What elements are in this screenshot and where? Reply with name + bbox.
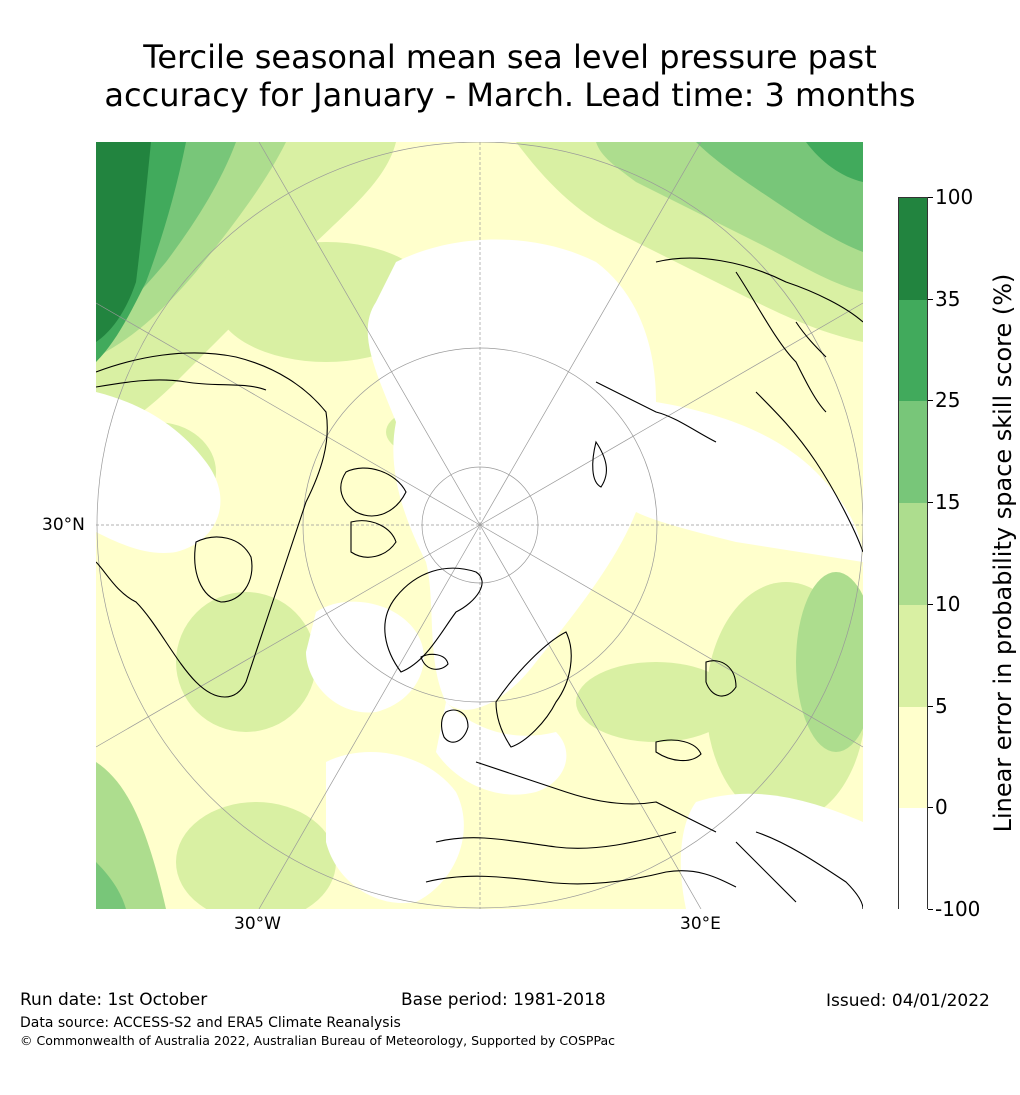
coast-north-america <box>96 352 328 698</box>
colorbar-tick-label: 10 <box>935 591 961 616</box>
no-skill-region-west <box>96 392 221 553</box>
graticule-meridian-120w <box>96 302 481 526</box>
coastlines <box>96 257 863 909</box>
skill-blob-6 <box>176 592 316 732</box>
run-date: Run date: 1st October <box>20 990 208 1010</box>
colorbar-bin <box>899 198 927 301</box>
colorbar-bin <box>899 604 927 708</box>
title-line-2: accuracy for January - March. Lead time:… <box>104 76 916 114</box>
no-skill-region-atlantic <box>306 601 424 713</box>
colorbar <box>898 197 928 911</box>
coast-north-africa <box>425 870 737 888</box>
graticule-meridian-30e <box>479 524 702 909</box>
skill-blob-5 <box>576 662 736 742</box>
coast-baffin <box>350 520 397 558</box>
base-period: Base period: 1981-2018 <box>401 990 606 1010</box>
colorbar-tick-mark <box>928 909 933 910</box>
colorbar-tick-label: 25 <box>935 388 961 413</box>
colorbar-bin <box>899 706 927 809</box>
skill-region-pacific-top <box>96 142 151 342</box>
colorbar-bin <box>899 503 927 606</box>
graticule-meridian-30w <box>258 524 481 909</box>
coast-greenland <box>384 567 483 673</box>
no-skill-region-europe <box>436 702 567 795</box>
colorbar-tick-mark <box>928 807 933 809</box>
colorbar-bin <box>899 299 927 402</box>
coast-japan <box>795 321 827 358</box>
skill-region-southwest <box>96 762 166 909</box>
coast-arabia <box>755 831 863 909</box>
colorbar-tick-label: 0 <box>935 795 948 820</box>
coast-scandinavia <box>495 631 572 748</box>
coast-mediterranean <box>435 831 677 849</box>
coast-red-sea <box>735 841 797 903</box>
skill-region-northeast-high <box>696 142 863 252</box>
colorbar-tick-mark <box>928 705 933 707</box>
colorbar-tick-label: 15 <box>935 490 961 515</box>
title-line-1: Tercile seasonal mean sea level pressure… <box>143 38 877 76</box>
lon-label-30e: 30°E <box>680 914 721 934</box>
coast-kamchatka <box>735 271 827 413</box>
polar-map <box>96 142 863 909</box>
coast-siberia <box>655 257 863 323</box>
colorbar-bin <box>899 401 927 504</box>
colorbar-label: Linear error in probability space skill … <box>989 273 1017 833</box>
colorbar-tick-mark <box>928 502 933 504</box>
skill-blob-8 <box>176 802 336 909</box>
coast-alaska <box>96 379 267 391</box>
skill-region-northeast-top <box>806 142 863 182</box>
colorbar-tick-mark <box>928 603 933 605</box>
colorbar-tick-label: -100 <box>935 897 981 921</box>
graticule-meridian-60w <box>96 524 481 748</box>
lat-label-30n: 30°N <box>42 515 85 535</box>
coast-east-asia <box>755 391 863 553</box>
skill-region-southwest-deep <box>96 862 126 909</box>
graticule <box>96 142 863 909</box>
chart-title: Tercile seasonal mean sea level pressure… <box>0 38 1020 114</box>
coast-canadian-archipelago <box>340 467 407 517</box>
no-skill-region-south-center <box>326 752 464 904</box>
graticule-meridian-60e <box>479 524 863 748</box>
colorbar-tick-label: 100 <box>935 185 974 209</box>
coast-novaya-zemlya <box>592 440 607 488</box>
coast-iceland <box>420 653 449 670</box>
colorbar-tick-label: 5 <box>935 693 948 718</box>
no-skill-region-arctic <box>367 239 863 710</box>
colorbar-tick-mark <box>928 400 933 402</box>
coast-europe <box>475 761 717 833</box>
coast-caspian <box>705 660 737 697</box>
colorbar-tick-label: 35 <box>935 286 961 311</box>
map-canvas <box>96 142 863 909</box>
lon-label-30w: 30°W <box>234 914 281 934</box>
graticule-meridian-150e <box>479 142 702 526</box>
coast-black-sea <box>655 739 702 762</box>
coast-british-isles <box>441 709 469 743</box>
coast-arctic-russia <box>595 381 717 443</box>
graticule-meridian-120e <box>479 302 863 526</box>
graticule-meridian-150w <box>258 142 481 526</box>
copyright: © Commonwealth of Australia 2022, Austra… <box>20 1033 615 1048</box>
colorbar-tick-mark <box>928 197 933 198</box>
no-skill-region-southeast <box>680 793 863 909</box>
skill-blob-4 <box>796 572 863 752</box>
colorbar-tick-mark <box>928 298 933 300</box>
colorbar-bin <box>899 808 927 911</box>
issued-date: Issued: 04/01/2022 <box>826 991 990 1011</box>
coast-hudson-bay <box>194 536 253 603</box>
data-source: Data source: ACCESS-S2 and ERA5 Climate … <box>20 1015 401 1031</box>
